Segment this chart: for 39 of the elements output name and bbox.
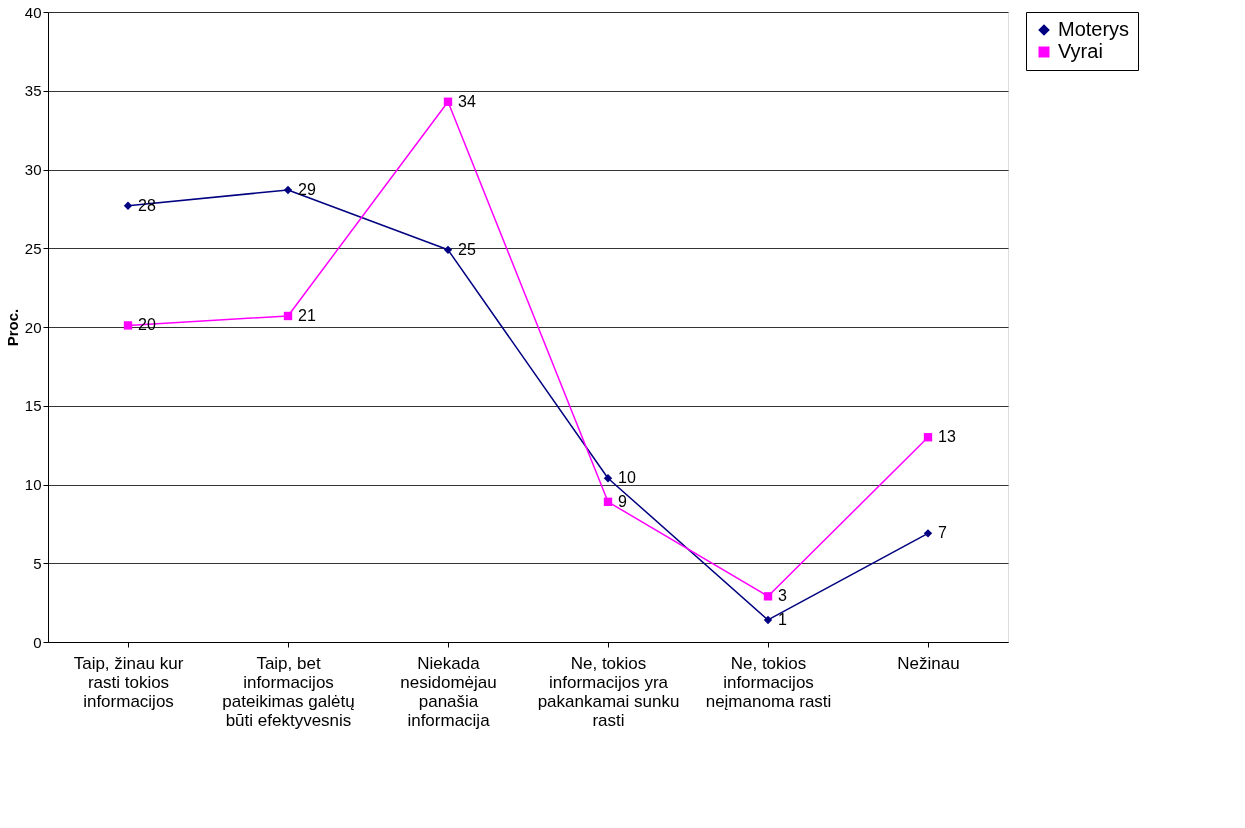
data-label: 13: [938, 428, 956, 446]
point: [123, 201, 133, 210]
point: [283, 185, 293, 195]
data-label: 9: [618, 492, 627, 510]
point: [923, 433, 933, 442]
data-label: 21: [298, 306, 316, 324]
y-tick-label: 35: [24, 82, 42, 100]
point: [923, 529, 933, 538]
point: [123, 321, 133, 330]
point: [763, 615, 773, 625]
y-tick-label: 30: [24, 161, 42, 178]
data-label: 7: [938, 524, 947, 542]
legend-label: Moterys: [1058, 18, 1130, 40]
y-tick-label: 5: [33, 554, 42, 572]
point: [283, 311, 293, 321]
data-label: 10: [618, 469, 636, 487]
y-tick-label: 20: [24, 318, 42, 336]
data-label: 29: [298, 180, 316, 198]
y-tick-label: 40: [24, 3, 42, 21]
y-axis-title: Proc.: [3, 308, 21, 347]
x-tick-label: Niekada nesidomėjau panašia informacija: [400, 653, 497, 730]
point: [603, 497, 613, 507]
y-tick-label: 15: [24, 397, 42, 415]
x-tick-label: Ne, tokios informacijos neįmanoma rasti: [705, 653, 832, 711]
data-label: 3: [778, 587, 787, 605]
point: [443, 97, 453, 106]
legend-label: Vyrai: [1058, 40, 1103, 62]
point: [443, 245, 453, 255]
y-tick-label: 25: [24, 239, 42, 257]
data-label: 34: [458, 92, 476, 110]
x-tick-label: Taip, bet informacijos pateikimas galėtų būti efektyvesnis: [222, 653, 355, 730]
point: [603, 474, 613, 483]
data-label: 1: [778, 610, 787, 628]
x-tick-label: Ne, tokios informacijos yra pakankamai sunku rasti: [537, 653, 680, 730]
x-tick-label: Taip, žinau kur rasti tokios informacijos: [73, 653, 184, 711]
y-tick-label: 0: [33, 633, 42, 651]
point: [763, 592, 773, 601]
x-tick-label: Nežinau: [897, 653, 960, 673]
y-tick-label: 10: [24, 476, 42, 493]
